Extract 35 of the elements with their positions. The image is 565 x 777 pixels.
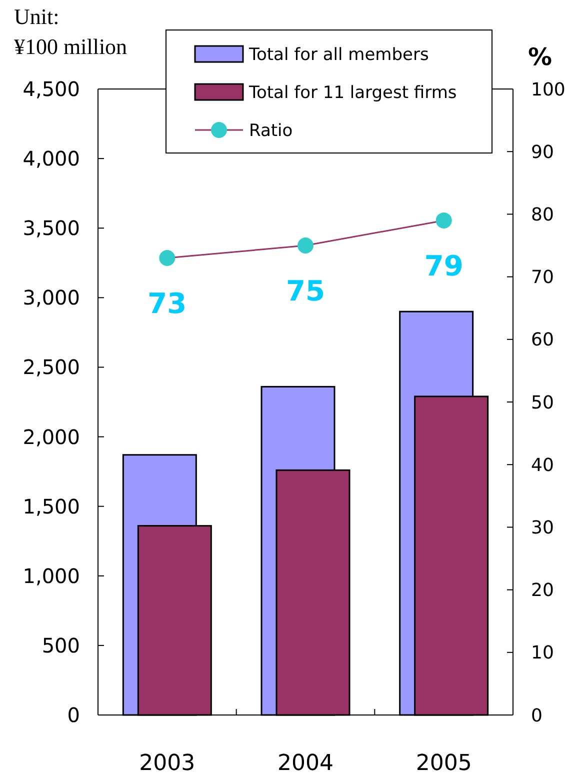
y2-tick-label: 50: [531, 392, 554, 414]
point: [436, 212, 452, 228]
y-tick-label: 1,000: [22, 564, 80, 588]
y2-axis-title: %: [528, 43, 552, 71]
y2-tick-label: 90: [531, 142, 554, 163]
legend-label: Total for all members: [248, 44, 429, 65]
y2-tick-label: 0: [531, 705, 542, 726]
y2-tick-label: 100: [531, 79, 565, 100]
x-tick-label: 2004: [278, 751, 334, 776]
point: [159, 250, 176, 266]
y-tick-label: 1,500: [22, 494, 80, 518]
y-tick-label: 2,500: [22, 355, 80, 380]
y2-tick-label: 80: [531, 204, 554, 226]
y2-tick-label: 20: [531, 580, 554, 602]
y-tick-label: 0: [67, 703, 80, 727]
y2-tick-label: 30: [531, 518, 554, 538]
y2-tick-label: 70: [531, 267, 554, 288]
y-tick-label: 4,500: [22, 77, 80, 101]
y2-tick-label: 60: [531, 330, 554, 351]
point: [298, 238, 314, 254]
data-label: 79: [424, 249, 464, 282]
y-tick-label: 3,500: [22, 216, 80, 240]
y2-tick-label: 10: [531, 642, 554, 664]
legend-label: Total for 11 largest firms: [248, 82, 457, 103]
y-axis-title: Unit: ¥100 million: [14, 4, 128, 59]
legend-label: Ratio: [249, 120, 293, 141]
x-tick-label: 2003: [139, 751, 196, 776]
data-label: 73: [148, 287, 187, 320]
y-tick-label: 4,000: [22, 146, 80, 171]
y-tick-label: 3,000: [22, 286, 80, 310]
y-tick-label: 500: [42, 633, 80, 658]
x-tick-label: 2005: [416, 751, 472, 776]
y2-tick-label: 40: [531, 454, 554, 476]
y-tick-label: 2,000: [22, 424, 80, 449]
data-label: 75: [286, 274, 325, 308]
